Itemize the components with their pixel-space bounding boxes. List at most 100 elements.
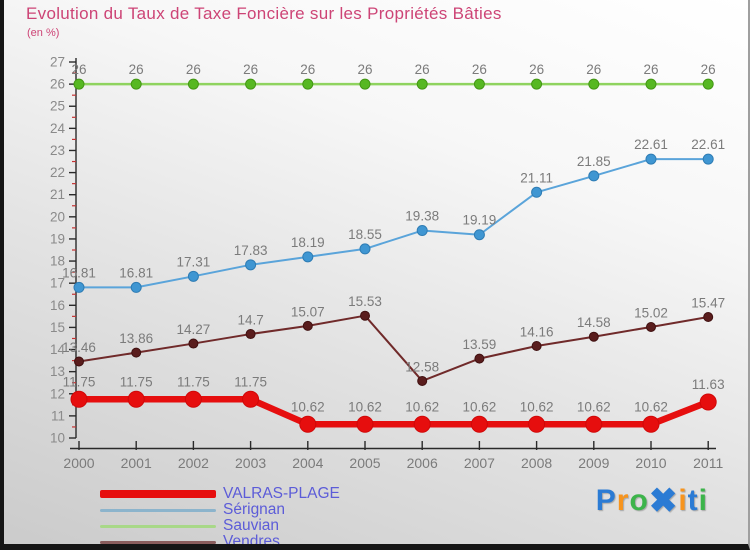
series-line-vendres (78, 314, 710, 382)
data-point-s-rignan-2004 (302, 251, 314, 263)
data-label-s-rignan-2009: 21.85 (577, 154, 611, 169)
data-point-sauvian-2005 (359, 78, 371, 90)
data-label-valras-plage-2000: 11.75 (63, 374, 96, 389)
legend-swatch (100, 524, 216, 528)
data-label-vendres-2008: 14.16 (520, 324, 554, 339)
data-point-s-rignan-2003 (245, 259, 257, 271)
y-tick-label: 15 (50, 320, 65, 335)
data-point-sauvian-2009 (588, 78, 600, 90)
data-label-s-rignan-2001: 16.81 (119, 265, 153, 280)
data-point-s-rignan-2011 (702, 153, 714, 165)
data-label-valras-plage-2003: 11.75 (234, 374, 267, 389)
y-tick-label: 13 (50, 364, 65, 379)
data-point-sauvian-2010 (645, 78, 657, 90)
data-label-sauvian-2008: 26 (529, 62, 544, 77)
data-point-sauvian-2007 (473, 78, 485, 90)
data-point-vendres-2000 (74, 356, 84, 367)
legend-label: Sérignan (223, 501, 286, 518)
data-label-valras-plage-2008: 10.62 (520, 399, 554, 414)
data-point-vendres-2002 (188, 338, 199, 349)
data-label-sauvian-2010: 26 (643, 62, 658, 77)
y-tick-label: 19 (50, 231, 65, 246)
data-label-vendres-2006: 12.58 (405, 359, 439, 374)
data-label-valras-plage-2001: 11.75 (120, 374, 153, 389)
x-tick-label: 2008 (521, 455, 552, 471)
data-point-valras-plage-2006 (413, 415, 431, 433)
data-label-sauvian-2004: 26 (300, 62, 315, 77)
data-point-valras-plage-2008 (528, 415, 546, 433)
data-label-sauvian-2001: 26 (129, 62, 144, 77)
y-tick-label: 11 (51, 408, 65, 423)
data-point-s-rignan-2002 (187, 270, 199, 282)
line-chart-plot: 10 11 12 13 14 15 16 17 18 19 20 21 22 23 24 25 26 27 2000… (50, 55, 725, 472)
data-label-sauvian-2002: 26 (186, 62, 201, 77)
data-label-vendres-2005: 15.53 (348, 294, 382, 309)
data-point-vendres-2008 (531, 340, 542, 351)
data-label-vendres-2007: 13.59 (463, 337, 497, 352)
data-point-s-rignan-2001 (130, 281, 142, 293)
x-tick-label: 2002 (178, 455, 209, 471)
data-point-vendres-2006 (417, 375, 428, 386)
legend-swatch (100, 540, 216, 544)
data-label-s-rignan-2011: 22.61 (691, 137, 725, 152)
data-point-sauvian-2002 (187, 78, 199, 90)
data-point-valras-plage-2003 (242, 390, 260, 408)
data-point-vendres-2001 (131, 347, 142, 358)
data-label-sauvian-2007: 26 (472, 62, 487, 77)
proxiti-logo: Pro✖iti (596, 484, 708, 518)
y-tick-label: 12 (50, 386, 65, 401)
data-label-vendres-2004: 15.07 (291, 304, 325, 319)
data-point-s-rignan-2007 (473, 229, 485, 241)
data-label-sauvian-2003: 26 (243, 62, 258, 77)
data-label-s-rignan-2007: 19.19 (463, 213, 497, 228)
logo-letter: t (687, 484, 699, 517)
legend-item-s-rignan: Sérignan (100, 502, 340, 518)
y-tick-label: 17 (50, 276, 65, 291)
logo-letter: r (616, 484, 630, 517)
y-tick-label: 22 (50, 165, 65, 180)
series-line-valras-plage (75, 396, 712, 428)
y-tick-label: 14 (50, 342, 66, 357)
y-tick-label: 21 (50, 187, 65, 202)
y-tick-label: 24 (50, 121, 66, 136)
legend-swatch (100, 508, 216, 512)
data-point-s-rignan-2006 (416, 225, 428, 237)
legend-label: VALRAS-PLAGE (223, 485, 340, 502)
data-point-vendres-2007 (474, 353, 485, 364)
data-point-vendres-2011 (703, 312, 714, 323)
data-label-sauvian-2005: 26 (357, 62, 372, 77)
data-label-vendres-2002: 14.27 (177, 322, 211, 337)
data-label-valras-plage-2009: 10.62 (577, 399, 611, 414)
data-label-sauvian-2009: 26 (586, 62, 601, 77)
y-tick-label: 20 (50, 209, 65, 224)
data-label-valras-plage-2004: 10.62 (291, 399, 325, 414)
data-label-s-rignan-2010: 22.61 (634, 137, 668, 152)
data-point-s-rignan-2000 (73, 281, 85, 293)
data-label-valras-plage-2011: 11.63 (692, 377, 725, 392)
data-label-s-rignan-2000: 16.81 (62, 265, 96, 280)
data-point-valras-plage-2009 (585, 415, 603, 433)
data-point-valras-plage-2002 (184, 390, 202, 408)
x-tick-label: 2004 (292, 455, 323, 471)
y-tick-label: 16 (50, 298, 65, 313)
data-point-valras-plage-2001 (127, 390, 145, 408)
data-label-valras-plage-2002: 11.75 (177, 374, 210, 389)
x-tick-label: 2009 (578, 455, 609, 471)
y-tick-label: 25 (50, 99, 65, 114)
series-line-s-rignan (78, 158, 710, 289)
x-tick-label: 2010 (635, 455, 666, 471)
data-point-vendres-2009 (588, 331, 599, 342)
x-tick-label: 2007 (464, 455, 495, 471)
x-tick-label: 2005 (349, 455, 380, 471)
legend-item-valras-plage: VALRAS-PLAGE (100, 486, 340, 502)
data-point-sauvian-2003 (245, 78, 257, 90)
data-point-vendres-2010 (646, 321, 656, 332)
legend-label: Vendres (223, 533, 280, 550)
data-label-sauvian-2011: 26 (701, 62, 716, 77)
data-point-vendres-2005 (360, 310, 370, 321)
data-label-vendres-2009: 14.58 (577, 315, 611, 330)
data-label-valras-plage-2006: 10.62 (405, 399, 439, 414)
data-point-valras-plage-2007 (470, 415, 488, 433)
legend-item-vendres: Vendres (100, 533, 340, 550)
chart-legend: VALRAS-PLAGE Sérignan Sauvian Vendres (100, 486, 340, 550)
